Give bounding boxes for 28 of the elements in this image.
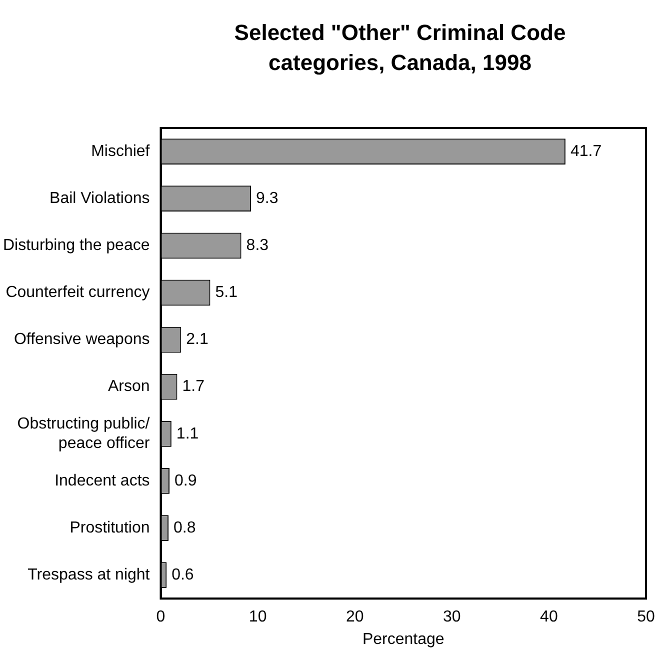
data-label: 0.9 xyxy=(174,472,197,490)
y-tick-label: Indecent acts xyxy=(54,472,150,490)
y-tick-label: Offensive weapons xyxy=(14,331,150,348)
x-tick-label: 30 xyxy=(443,608,461,626)
data-label: 1.1 xyxy=(176,425,199,442)
data-label: 41.7 xyxy=(570,142,602,160)
x-tick-label: 10 xyxy=(248,608,267,626)
x-axis-title: Percentage xyxy=(362,630,444,648)
data-label: 1.7 xyxy=(182,378,205,396)
x-tick-label: 20 xyxy=(346,608,364,626)
y-tick-label: Bail Violations xyxy=(50,190,150,207)
data-label: 9.3 xyxy=(256,190,278,207)
y-tick-label: Disturbing the peace xyxy=(2,237,150,254)
data-label: 0.6 xyxy=(172,566,194,584)
data-label: 5.1 xyxy=(215,284,238,302)
chart-title: Selected "Other" Criminal Code categories, Canada, 1998 xyxy=(233,19,567,77)
y-tick-label: Arson xyxy=(108,378,150,396)
y-tick-label: Obstructing public/ peace officer xyxy=(17,416,150,452)
x-tick-label: 0 xyxy=(156,608,166,626)
data-label: 8.3 xyxy=(246,237,269,254)
x-tick-label: 50 xyxy=(637,608,655,626)
y-tick-label: Prostitution xyxy=(70,519,150,536)
data-label: 2.1 xyxy=(186,331,208,348)
y-tick-label: Counterfeit currency xyxy=(6,284,150,302)
y-tick-label: Mischief xyxy=(91,142,150,160)
x-tick-label: 40 xyxy=(540,608,558,626)
data-label: 0.8 xyxy=(174,519,196,536)
y-tick-label: Trespass at night xyxy=(28,566,150,584)
